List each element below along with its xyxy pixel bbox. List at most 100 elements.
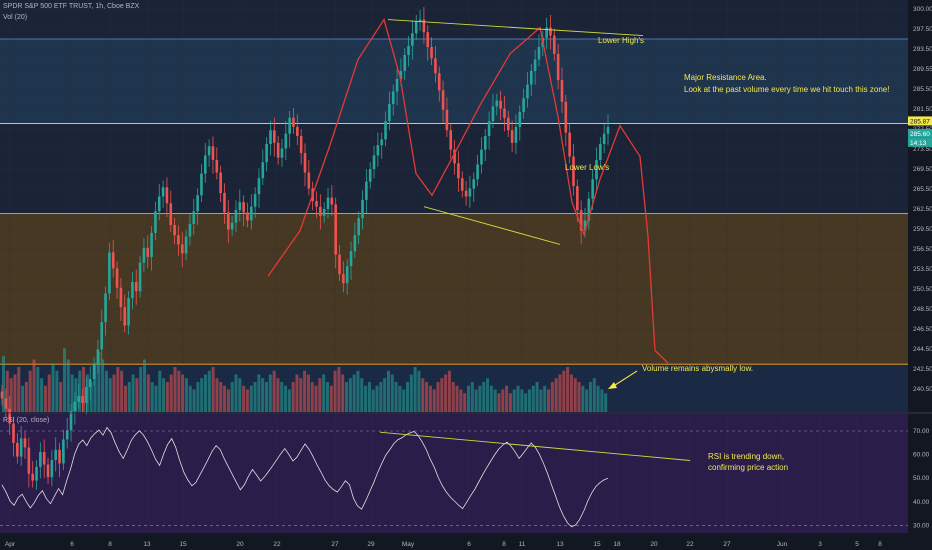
volume-note-label: Volume remains abysmally low. bbox=[642, 364, 753, 373]
volume-bar bbox=[116, 367, 120, 412]
volume-bar bbox=[592, 378, 596, 412]
price-tick-label: 240.50 bbox=[913, 386, 932, 393]
time-tick-label: 3 bbox=[818, 541, 822, 548]
candle-body bbox=[131, 282, 134, 299]
volume-bar bbox=[569, 374, 573, 412]
candle-body bbox=[127, 298, 130, 326]
volume-bar bbox=[32, 359, 36, 412]
candle-body bbox=[388, 104, 391, 122]
volume-bar bbox=[276, 378, 280, 412]
volume-bar bbox=[165, 382, 169, 412]
volume-bar bbox=[478, 385, 482, 412]
time-tick-label: May bbox=[402, 541, 415, 548]
volume-bar bbox=[93, 363, 97, 412]
volume-bar bbox=[356, 370, 360, 412]
candle-body bbox=[334, 204, 337, 255]
price-badge bbox=[908, 116, 932, 126]
volume-bar bbox=[70, 374, 74, 412]
volume-bar bbox=[367, 382, 371, 412]
candle-body bbox=[526, 84, 529, 99]
rsi-legend[interactable]: RSI (20, close) bbox=[3, 417, 50, 424]
candle-body bbox=[104, 293, 107, 322]
symbol-legend[interactable]: SPDR S&P 500 ETF TRUST, 1h, Cboe BZX bbox=[3, 3, 140, 10]
rsi-trendline bbox=[379, 431, 691, 461]
volume-bar bbox=[234, 374, 238, 412]
candle-body bbox=[572, 156, 575, 187]
volume-bar bbox=[497, 393, 501, 412]
volume-legend[interactable]: Vol (20) bbox=[3, 14, 28, 21]
lower-lows-trendline bbox=[423, 206, 561, 245]
candle-body bbox=[296, 126, 299, 136]
candle-body bbox=[19, 438, 23, 457]
candle-body bbox=[16, 442, 19, 457]
candle-body bbox=[372, 155, 376, 170]
volume-bar bbox=[588, 382, 592, 412]
volume-bar bbox=[527, 389, 531, 412]
volume-bar bbox=[383, 378, 387, 412]
volume-bar bbox=[482, 382, 486, 412]
candle-body bbox=[514, 126, 518, 143]
price-tick-label: 248.50 bbox=[913, 306, 932, 313]
volume-bar bbox=[245, 389, 249, 412]
candle-body bbox=[27, 447, 31, 474]
candle-body bbox=[238, 202, 242, 211]
volume-bar bbox=[215, 378, 219, 412]
candle-body bbox=[54, 449, 58, 461]
volume-bar bbox=[516, 385, 520, 412]
volume-bar bbox=[455, 385, 459, 412]
volume-bar bbox=[444, 374, 448, 412]
candle-body bbox=[196, 195, 199, 212]
volume-bar bbox=[360, 378, 364, 412]
candle-body bbox=[188, 223, 192, 237]
volume-bar bbox=[101, 359, 105, 412]
volume-bar bbox=[272, 370, 276, 412]
price-tick-label: 273.50 bbox=[913, 146, 932, 153]
candle-body bbox=[273, 130, 276, 143]
volume-bar bbox=[379, 382, 383, 412]
candle-body bbox=[349, 251, 353, 267]
volume-bar bbox=[139, 367, 143, 412]
candle-body bbox=[35, 466, 38, 481]
volume-bar bbox=[36, 367, 40, 412]
volume-bar bbox=[43, 385, 47, 412]
candle-body bbox=[338, 254, 341, 275]
volume-bar bbox=[211, 367, 215, 412]
volume-bar bbox=[425, 382, 429, 412]
volume-bar bbox=[558, 374, 562, 412]
projection-path bbox=[267, 18, 669, 364]
candle-body bbox=[200, 173, 203, 196]
volume-bar bbox=[299, 378, 303, 412]
volume-bar bbox=[386, 370, 390, 412]
volume-bar bbox=[406, 382, 410, 412]
volume-bar bbox=[78, 370, 82, 412]
volume-bar bbox=[573, 378, 577, 412]
candle-body bbox=[138, 262, 142, 292]
candle-body bbox=[529, 70, 533, 85]
candle-body bbox=[261, 162, 265, 179]
volume-bar bbox=[17, 367, 21, 412]
candle-body bbox=[449, 130, 453, 150]
volume-bar bbox=[169, 374, 173, 412]
volume-bar bbox=[310, 382, 314, 412]
time-tick-label: 6 bbox=[70, 541, 74, 548]
candle-body bbox=[12, 423, 15, 443]
volume-bar bbox=[150, 382, 154, 412]
candle-body bbox=[58, 449, 61, 464]
volume-bar bbox=[318, 378, 322, 412]
candle-body bbox=[491, 106, 495, 122]
candle-body bbox=[4, 398, 8, 409]
candle-body bbox=[579, 210, 583, 231]
rsi-pane-background bbox=[0, 414, 908, 533]
volume-bar bbox=[436, 382, 440, 412]
lower-highs-label: Lower High's bbox=[598, 36, 644, 45]
volume-bar bbox=[566, 367, 570, 412]
candle-body bbox=[46, 464, 50, 478]
price-tick-label: 289.55 bbox=[913, 66, 932, 73]
volume-bar bbox=[127, 382, 131, 412]
volume-bar bbox=[337, 367, 341, 412]
volume-bar bbox=[162, 378, 166, 412]
volume-bar bbox=[432, 389, 436, 412]
candle-body bbox=[42, 452, 46, 465]
